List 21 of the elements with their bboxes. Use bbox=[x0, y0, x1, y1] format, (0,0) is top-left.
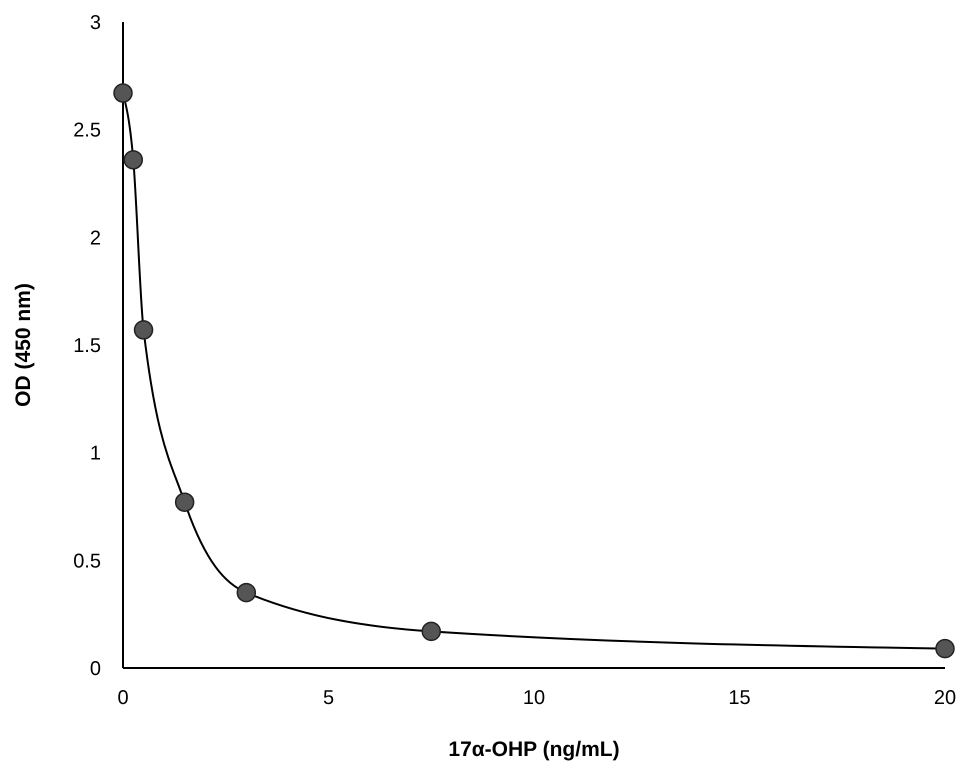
x-axis-title: 17α-OHP (ng/mL) bbox=[448, 738, 620, 761]
y-tick-label: 1.5 bbox=[73, 335, 101, 357]
x-tick-label: 10 bbox=[522, 687, 546, 709]
y-tick-label: 2.5 bbox=[73, 120, 101, 142]
point bbox=[134, 320, 154, 340]
x-tick-label: 15 bbox=[728, 687, 751, 709]
y-axis-title: OD (450 nm) bbox=[12, 283, 35, 407]
y-tick-label: 0.5 bbox=[73, 550, 101, 572]
x-tick-label: 0 bbox=[117, 687, 129, 709]
y-tick-label: 2 bbox=[90, 227, 101, 250]
point bbox=[422, 622, 441, 642]
y-tick-label: 3 bbox=[90, 12, 101, 34]
point bbox=[174, 492, 194, 512]
point bbox=[124, 150, 144, 170]
point bbox=[113, 83, 133, 103]
y-tick-label: 0 bbox=[90, 658, 101, 680]
point bbox=[236, 582, 256, 602]
x-tick-label: 5 bbox=[322, 687, 334, 709]
point bbox=[935, 638, 955, 658]
x-tick-label: 20 bbox=[934, 687, 956, 709]
y-tick-label: 1 bbox=[90, 442, 101, 465]
